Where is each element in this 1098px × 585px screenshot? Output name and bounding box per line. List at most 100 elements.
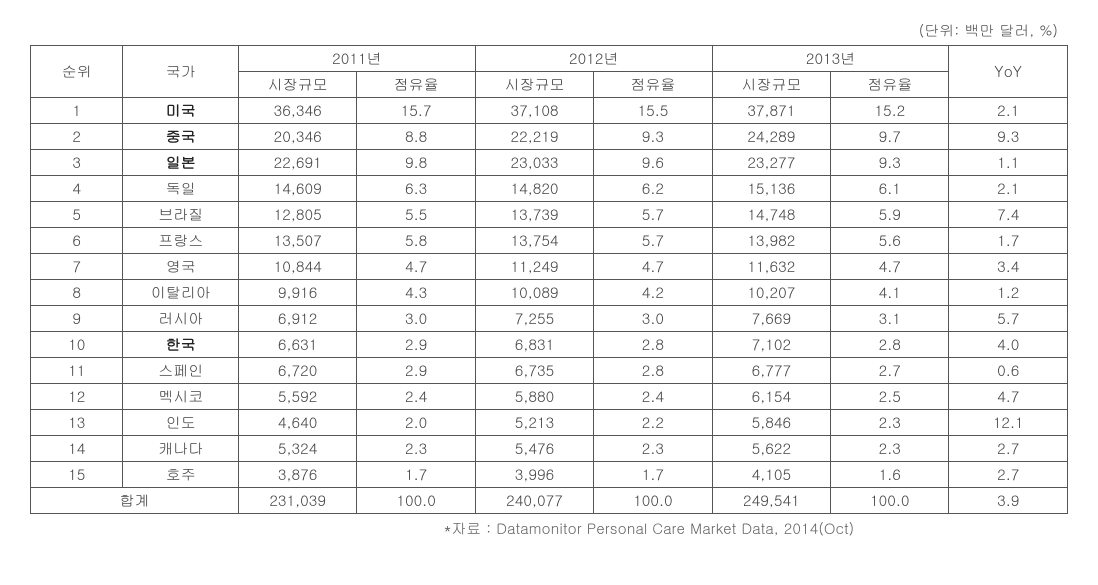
cell-yoy: 5.7 bbox=[949, 306, 1068, 332]
cell-y1-size: 5,592 bbox=[238, 384, 356, 410]
col-y1-size: 시장규모 bbox=[238, 72, 356, 98]
col-y2-size: 시장규모 bbox=[475, 72, 593, 98]
cell-y3-share: 2.7 bbox=[831, 358, 949, 384]
cell-country: 프랑스 bbox=[123, 228, 239, 254]
table-body: 1미국36,34615.737,10815.537,87115.22.12중국2… bbox=[31, 98, 1068, 514]
cell-y1-size: 20,346 bbox=[238, 124, 356, 150]
cell-country: 독일 bbox=[123, 176, 239, 202]
cell-y1-size: 22,691 bbox=[238, 150, 356, 176]
table-header: 순위 국가 2011년 2012년 2013년 YoY 시장규모 점유율 시장규… bbox=[31, 46, 1068, 98]
cell-y2-share: 9.3 bbox=[594, 124, 712, 150]
col-y3-size: 시장규모 bbox=[712, 72, 830, 98]
cell-y1-size: 9,916 bbox=[238, 280, 356, 306]
cell-y3-share: 2.3 bbox=[831, 410, 949, 436]
cell-yoy: 2.7 bbox=[949, 462, 1068, 488]
cell-y1-share: 2.0 bbox=[357, 410, 475, 436]
cell-y2-size: 5,213 bbox=[475, 410, 593, 436]
cell-y1-size: 3,876 bbox=[238, 462, 356, 488]
cell-total-y1p: 100.0 bbox=[357, 488, 475, 514]
cell-y1-size: 14,609 bbox=[238, 176, 356, 202]
cell-y2-size: 37,108 bbox=[475, 98, 593, 124]
cell-total-y2p: 100.0 bbox=[594, 488, 712, 514]
cell-country: 브라질 bbox=[123, 202, 239, 228]
cell-y1-share: 2.9 bbox=[357, 358, 475, 384]
cell-yoy: 1.7 bbox=[949, 228, 1068, 254]
cell-country: 스페인 bbox=[123, 358, 239, 384]
cell-y3-size: 14,748 bbox=[712, 202, 830, 228]
cell-y2-size: 10,089 bbox=[475, 280, 593, 306]
cell-y3-share: 9.3 bbox=[831, 150, 949, 176]
cell-y3-size: 11,632 bbox=[712, 254, 830, 280]
cell-yoy: 1.1 bbox=[949, 150, 1068, 176]
cell-y1-share: 4.7 bbox=[357, 254, 475, 280]
cell-y3-size: 10,207 bbox=[712, 280, 830, 306]
cell-total-y1s: 231,039 bbox=[238, 488, 356, 514]
cell-y1-size: 5,324 bbox=[238, 436, 356, 462]
cell-yoy: 2.1 bbox=[949, 176, 1068, 202]
cell-y2-share: 5.7 bbox=[594, 228, 712, 254]
cell-y3-share: 3.1 bbox=[831, 306, 949, 332]
table-row: 14캐나다5,3242.35,4762.35,6222.32.7 bbox=[31, 436, 1068, 462]
source-footnote: *자료 : Datamonitor Personal Care Market D… bbox=[30, 518, 1068, 539]
cell-y3-share: 4.7 bbox=[831, 254, 949, 280]
table-row: 2중국20,3468.822,2199.324,2899.79.3 bbox=[31, 124, 1068, 150]
cell-y1-size: 36,346 bbox=[238, 98, 356, 124]
cell-y2-share: 1.7 bbox=[594, 462, 712, 488]
table-row: 7영국10,8444.711,2494.711,6324.73.4 bbox=[31, 254, 1068, 280]
cell-y1-share: 3.0 bbox=[357, 306, 475, 332]
cell-y3-size: 7,102 bbox=[712, 332, 830, 358]
cell-y1-size: 13,507 bbox=[238, 228, 356, 254]
cell-total-y3s: 249,541 bbox=[712, 488, 830, 514]
cell-y2-size: 3,996 bbox=[475, 462, 593, 488]
table-row-total: 합계231,039100.0240,077100.0249,541100.03.… bbox=[31, 488, 1068, 514]
cell-y2-size: 13,739 bbox=[475, 202, 593, 228]
cell-y2-size: 13,754 bbox=[475, 228, 593, 254]
cell-y1-size: 6,912 bbox=[238, 306, 356, 332]
col-yoy: YoY bbox=[949, 46, 1068, 98]
cell-y2-share: 5.7 bbox=[594, 202, 712, 228]
cell-total-yoy: 3.9 bbox=[949, 488, 1068, 514]
cell-yoy: 0.6 bbox=[949, 358, 1068, 384]
cell-y2-size: 5,476 bbox=[475, 436, 593, 462]
cell-rank: 4 bbox=[31, 176, 123, 202]
col-year-2013: 2013년 bbox=[712, 46, 949, 72]
col-y1-share: 점유율 bbox=[357, 72, 475, 98]
cell-y2-share: 4.7 bbox=[594, 254, 712, 280]
cell-country: 러시아 bbox=[123, 306, 239, 332]
table-row: 3일본22,6919.823,0339.623,2779.31.1 bbox=[31, 150, 1068, 176]
cell-y3-share: 15.2 bbox=[831, 98, 949, 124]
cell-country: 캐나다 bbox=[123, 436, 239, 462]
cell-y3-share: 2.5 bbox=[831, 384, 949, 410]
cell-y1-share: 5.8 bbox=[357, 228, 475, 254]
cell-y3-size: 13,982 bbox=[712, 228, 830, 254]
cell-rank: 12 bbox=[31, 384, 123, 410]
cell-y3-share: 5.6 bbox=[831, 228, 949, 254]
cell-rank: 5 bbox=[31, 202, 123, 228]
cell-y1-share: 2.9 bbox=[357, 332, 475, 358]
cell-rank: 15 bbox=[31, 462, 123, 488]
cell-yoy: 4.0 bbox=[949, 332, 1068, 358]
cell-y2-share: 6.2 bbox=[594, 176, 712, 202]
cell-total-y2s: 240,077 bbox=[475, 488, 593, 514]
market-table: 순위 국가 2011년 2012년 2013년 YoY 시장규모 점유율 시장규… bbox=[30, 45, 1068, 514]
col-y3-share: 점유율 bbox=[831, 72, 949, 98]
cell-y1-share: 6.3 bbox=[357, 176, 475, 202]
cell-country: 멕시코 bbox=[123, 384, 239, 410]
cell-y2-size: 22,219 bbox=[475, 124, 593, 150]
cell-y3-size: 7,669 bbox=[712, 306, 830, 332]
col-year-2012: 2012년 bbox=[475, 46, 712, 72]
table-row: 13인도4,6402.05,2132.25,8462.312.1 bbox=[31, 410, 1068, 436]
cell-country: 호주 bbox=[123, 462, 239, 488]
cell-country: 이탈리아 bbox=[123, 280, 239, 306]
cell-y2-size: 6,735 bbox=[475, 358, 593, 384]
cell-y1-share: 15.7 bbox=[357, 98, 475, 124]
table-row: 9러시아6,9123.07,2553.07,6693.15.7 bbox=[31, 306, 1068, 332]
cell-rank: 7 bbox=[31, 254, 123, 280]
cell-rank: 10 bbox=[31, 332, 123, 358]
cell-y3-size: 5,846 bbox=[712, 410, 830, 436]
cell-y3-share: 1.6 bbox=[831, 462, 949, 488]
cell-y3-size: 24,289 bbox=[712, 124, 830, 150]
cell-y3-size: 4,105 bbox=[712, 462, 830, 488]
col-rank: 순위 bbox=[31, 46, 123, 98]
cell-total-y3p: 100.0 bbox=[831, 488, 949, 514]
